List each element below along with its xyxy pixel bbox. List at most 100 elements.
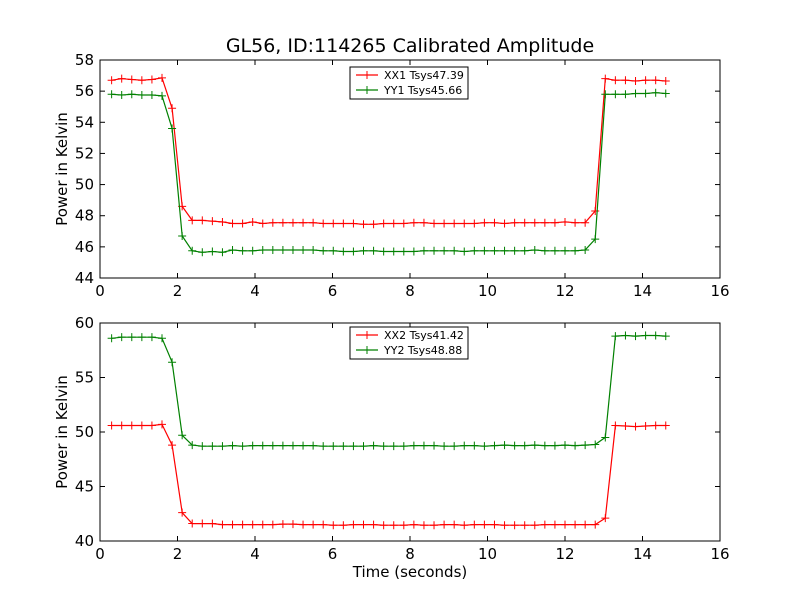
plot2-x-tick-label: 4	[250, 545, 260, 563]
plot2-series-2-point	[198, 442, 207, 451]
plot1-series-1-point	[450, 219, 459, 228]
plot2-series-2-point	[288, 441, 297, 450]
plot1-series-2-point	[440, 246, 449, 255]
plot1-y-tick-label: 44	[75, 269, 94, 287]
plot2-series-2-point	[299, 441, 308, 450]
plot1-series-2-point	[460, 247, 469, 256]
plot2-series-2-point	[389, 442, 398, 451]
plot1-y-tick-label: 46	[75, 238, 94, 256]
plot2-series-1-point	[168, 441, 177, 450]
plot1-series-2-point	[238, 246, 247, 255]
plot1-series-1-point	[107, 76, 116, 85]
plot1-series-1-point	[571, 218, 580, 227]
plot1-series-1-point	[651, 76, 660, 85]
plot2-series-1-point	[490, 520, 499, 529]
plot1-legend-marker-1	[363, 71, 371, 79]
plot2-series-2-point	[178, 431, 187, 440]
plot2-series-1-point	[450, 520, 459, 529]
plot2-series-2-point	[631, 332, 640, 341]
plot1-series-2-point	[218, 248, 227, 257]
plot1-series-1-point	[490, 218, 499, 227]
plot2-series-1-point	[409, 520, 418, 529]
plot2-series-1-point	[520, 521, 529, 530]
plot1-series-1-point	[117, 74, 126, 83]
plot1-series-2-point	[631, 89, 640, 98]
plot1-series-1-point	[399, 219, 408, 228]
plot2-series-2-point	[158, 334, 166, 343]
plot1-x-tick-label: 16	[710, 282, 729, 300]
plot1-series-2-point	[178, 231, 187, 240]
plot2-legend-box	[349, 326, 469, 360]
plot2-series-1-point	[228, 520, 237, 529]
plot1-series-2-point	[137, 91, 146, 100]
plot1-series-2-point	[158, 91, 166, 100]
plot1-series-2-point	[168, 124, 177, 133]
plot1-series-2-point	[561, 246, 569, 255]
plot2-series-2-point	[540, 441, 549, 450]
plot1-series-1-point	[208, 217, 217, 226]
plot2-series-1-point	[288, 520, 297, 529]
plot1-series-1-point	[550, 218, 559, 227]
plot2-series-1-point	[530, 521, 539, 530]
plot2-x-tick-label: 10	[478, 545, 497, 563]
plot1-series-2-point	[550, 246, 559, 255]
plot1-series-2-point	[369, 246, 378, 255]
plot1-y-axis-label: Power in Kelvin	[53, 112, 71, 226]
plot1-series-1-point	[288, 218, 297, 227]
plot2-series-2-point	[127, 333, 136, 342]
plot2-series-2-point	[339, 442, 348, 451]
plot2-series-1-point	[571, 520, 580, 529]
plot1-series-1-point	[500, 219, 509, 228]
plot2-series-1-point	[631, 422, 640, 431]
plot2-series-2-point	[329, 442, 338, 451]
plot1-series-2-point	[571, 246, 580, 255]
plot2-series-2-point	[581, 441, 590, 450]
plot2-y-axis-label: Power in Kelvin	[53, 375, 71, 489]
plot1-y-tick-label: 48	[75, 207, 94, 225]
plot2-series-2-point	[107, 334, 116, 343]
plot1-series-2-point	[147, 91, 156, 100]
plot2-series-2-point	[409, 441, 418, 450]
plot2-series-1-point	[188, 519, 197, 528]
plot2-x-tick-label: 8	[405, 545, 415, 563]
plot1-y-tick-label: 58	[75, 51, 94, 69]
plot2-series-1-point	[480, 520, 489, 529]
plot1-series-2-point	[329, 246, 338, 255]
plot2-series-1-point	[248, 520, 257, 529]
plot2-series-1-point	[137, 421, 146, 430]
plot2-series-2-point	[258, 441, 267, 450]
plot1-series-2-point	[107, 90, 116, 99]
plot2-y-tick-label: 40	[75, 532, 94, 550]
plot1-series-1-point	[631, 77, 640, 86]
plot2-x-axis-label: Time (seconds)	[352, 563, 468, 581]
plot2-series-2-point	[137, 333, 146, 342]
plot1-series-2-point	[188, 246, 197, 255]
plot2-y-tick-label: 60	[75, 314, 94, 332]
plot2-series-1-point	[258, 520, 267, 529]
plot1-series-2-point	[480, 246, 489, 255]
plot1-x-tick-label: 4	[250, 282, 260, 300]
plot2-series-1-point	[319, 520, 328, 529]
plot2-series-1-point	[208, 519, 217, 528]
plot1-series-1-point	[409, 218, 418, 227]
plot2-series-1-point	[601, 514, 610, 523]
plot1-series-1-point	[379, 219, 388, 228]
plot2-y-tick-label: 50	[75, 423, 94, 441]
plot2-series-1-point	[369, 520, 378, 529]
plot2-series-2-point	[147, 333, 156, 342]
plot1-series-1-point	[238, 219, 247, 228]
plot1-series-2-point	[288, 245, 297, 254]
plot2-series-2-point	[510, 441, 519, 450]
figure-title: GL56, ID:114265 Calibrated Amplitude	[226, 35, 594, 57]
plot2-series-2-point	[490, 441, 499, 450]
plot2-series-2-point	[641, 331, 650, 340]
plot2-series-1-point	[430, 521, 439, 530]
plot1-series-1-point	[168, 104, 177, 113]
plot1-series-2-point	[228, 245, 237, 254]
plot1-series-1-point	[611, 76, 620, 85]
plot2-series-2-point	[248, 441, 257, 450]
plot1-series-2-point	[258, 245, 267, 254]
plot1-x-tick-label: 6	[328, 282, 338, 300]
plot1-series-1-point	[258, 219, 267, 228]
plot1-series-2-point	[208, 247, 217, 256]
